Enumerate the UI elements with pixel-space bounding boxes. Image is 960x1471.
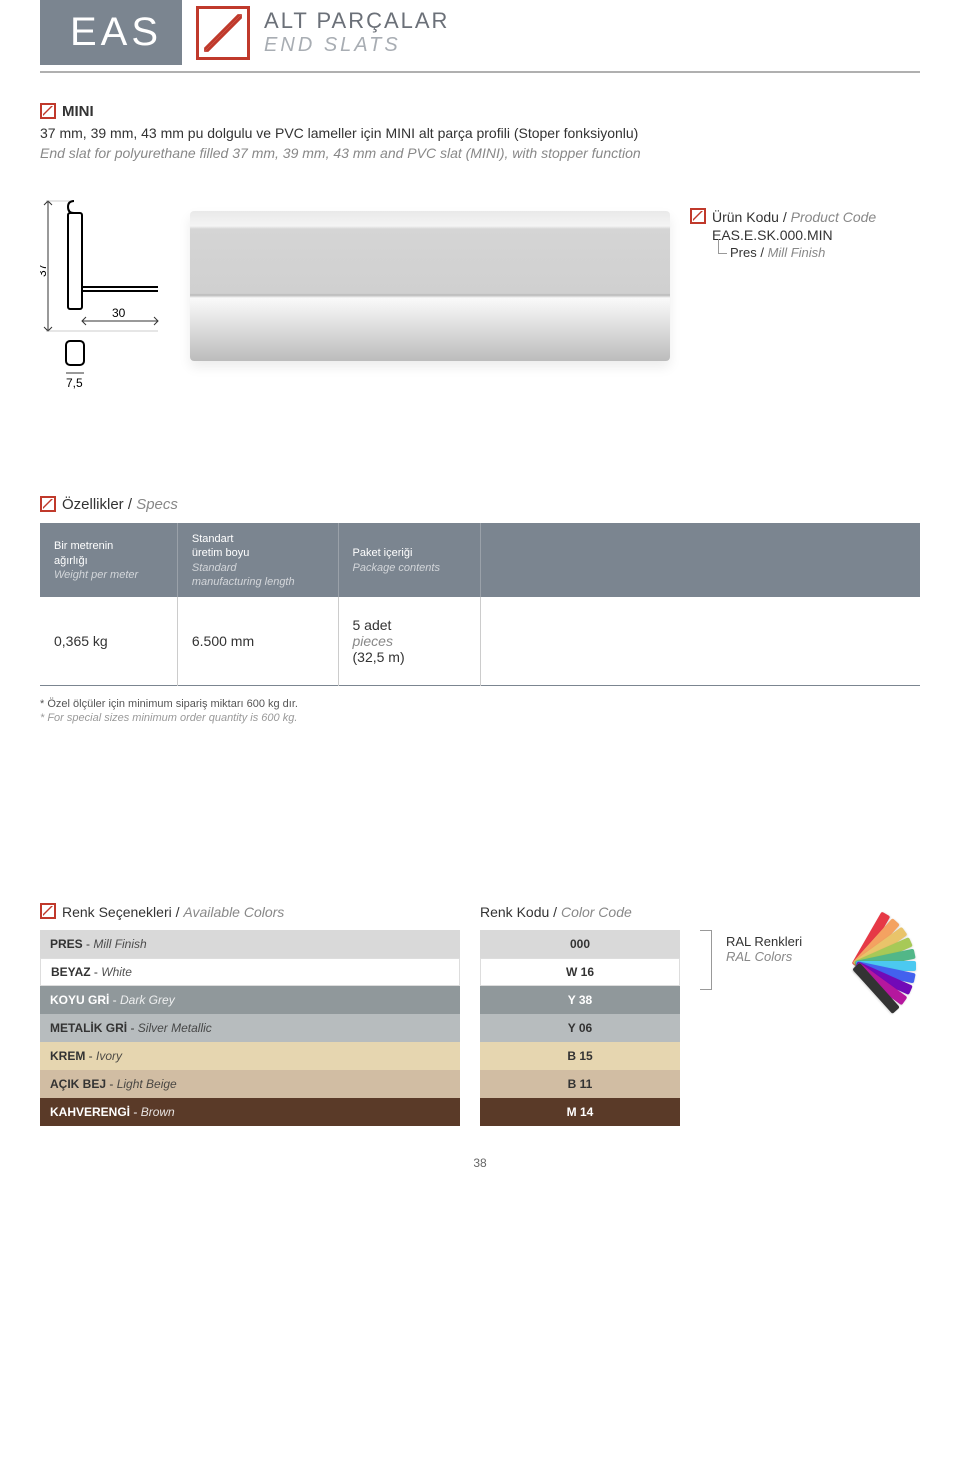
- bullet-icon: [40, 103, 56, 119]
- ral-bracket-icon: [700, 930, 712, 990]
- ral-label-en: RAL Colors: [726, 949, 802, 964]
- bullet-icon: [690, 208, 706, 224]
- colors-section: Renk Seçenekleri / Available Colors PRES…: [40, 904, 920, 1126]
- color-swatch-row: KAHVERENGİ - Brown: [40, 1098, 460, 1126]
- ral-block: RAL Renkleri RAL Colors: [700, 904, 920, 990]
- page-number: 38: [40, 1156, 920, 1170]
- brand-logo-icon: [196, 6, 250, 60]
- intro-name: MINI: [62, 103, 94, 120]
- color-code-cell: Y 06: [480, 1014, 680, 1042]
- intro-desc-tr: 37 mm, 39 mm, 43 mm pu dolgulu ve PVC la…: [40, 124, 920, 144]
- code-label-tr: Ürün Kodu: [712, 209, 779, 225]
- color-fan-icon: [816, 924, 916, 979]
- header-title-en: END SLATS: [264, 34, 449, 57]
- intro-block: MINI 37 mm, 39 mm, 43 mm pu dolgulu ve P…: [40, 103, 920, 163]
- ral-label-tr: RAL Renkleri: [726, 934, 802, 949]
- col-package: Paket içeriği Package contents: [338, 524, 480, 598]
- finish-tr: Pres: [730, 245, 757, 260]
- color-swatch-row: BEYAZ - White: [40, 958, 460, 986]
- color-code-cell: W 16: [480, 958, 680, 986]
- footnote-tr: * Özel ölçüler için minimum sipariş mikt…: [40, 698, 920, 710]
- technical-drawing: 37 30: [40, 191, 170, 396]
- dim-height: 37: [40, 264, 49, 278]
- spec-weight: 0,365 kg: [40, 597, 177, 686]
- color-code-cell: B 15: [480, 1042, 680, 1070]
- finish-en: Mill Finish: [768, 245, 826, 260]
- dim-bottom: 7,5: [66, 376, 83, 390]
- bullet-icon: [40, 903, 56, 919]
- product-code-value: EAS.E.SK.000.MIN: [712, 227, 920, 243]
- col-weight: Bir metrenin ağırlığı Weight per meter: [40, 524, 177, 598]
- footnote-en: * For special sizes minimum order quanti…: [40, 712, 920, 724]
- spec-length: 6.500 mm: [177, 597, 338, 686]
- code-label-en: Product Code: [791, 209, 877, 225]
- col-length: Standart üretim boyu Standard manufactur…: [177, 524, 338, 598]
- specs-heading-en: Specs: [136, 496, 178, 513]
- bullet-icon: [40, 496, 56, 512]
- dim-width: 30: [112, 306, 126, 320]
- colors-heading: Renk Seçenekleri / Available Colors: [40, 904, 460, 920]
- specs-heading-tr: Özellikler: [62, 496, 124, 513]
- brand-block: EAS: [40, 0, 182, 65]
- specs-heading: Özellikler / Specs: [40, 496, 920, 513]
- header-titles: ALT PARÇALAR END SLATS: [264, 8, 449, 57]
- specs-row: 0,365 kg 6.500 mm 5 adet pieces (32,5 m): [40, 597, 920, 686]
- product-visuals: 37 30: [40, 191, 920, 396]
- color-swatch-row: KREM - Ivory: [40, 1042, 460, 1070]
- color-swatch-row: KOYU GRİ - Dark Grey: [40, 986, 460, 1014]
- spec-pack: 5 adet pieces (32,5 m): [338, 597, 480, 686]
- product-render: [190, 191, 670, 391]
- intro-desc-en: End slat for polyurethane filled 37 mm, …: [40, 144, 920, 164]
- color-code-heading: Renk Kodu / Color Code: [480, 904, 680, 920]
- color-code-cell: B 11: [480, 1070, 680, 1098]
- color-swatch-row: PRES - Mill Finish: [40, 930, 460, 958]
- header-title-tr: ALT PARÇALAR: [264, 8, 449, 34]
- page-header: EAS ALT PARÇALAR END SLATS: [40, 0, 920, 73]
- color-code-cell: M 14: [480, 1098, 680, 1126]
- color-swatch-row: METALİK GRİ - Silver Metallic: [40, 1014, 460, 1042]
- color-code-cell: Y 38: [480, 986, 680, 1014]
- color-swatch-row: AÇIK BEJ - Light Beige: [40, 1070, 460, 1098]
- col-empty: [480, 524, 920, 598]
- specs-table: Bir metrenin ağırlığı Weight per meter S…: [40, 523, 920, 686]
- color-code-cell: 000: [480, 930, 680, 958]
- product-code-block: Ürün Kodu / Product Code EAS.E.SK.000.MI…: [690, 191, 920, 260]
